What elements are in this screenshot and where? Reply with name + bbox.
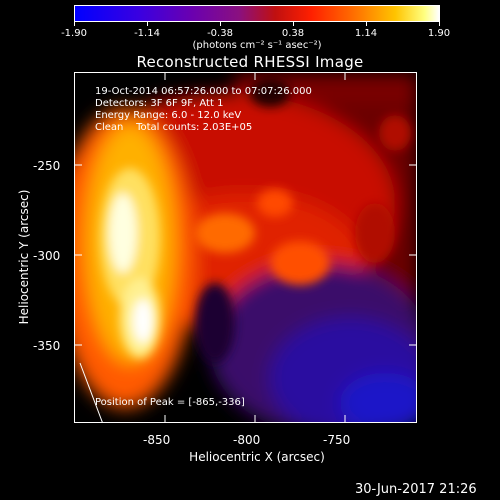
x-tick-label: -800	[233, 433, 261, 447]
colorbar	[74, 5, 440, 22]
y-tick-label: -300	[33, 249, 61, 263]
energy-range: Energy Range: 6.0 - 12.0 keV	[95, 110, 242, 121]
colorbar-tick-label: -0.38	[207, 28, 233, 39]
axis-ticks	[74, 72, 417, 423]
image-canvas	[75, 73, 416, 422]
colorbar-tick	[147, 22, 148, 26]
colorbar-tick-label: -1.14	[134, 28, 160, 39]
footer-date: 30-Jun-2017 21:26	[355, 482, 477, 497]
clean-total-counts: Clean Total counts: 2.03E+05	[95, 122, 253, 133]
colorbar-tick-label: -1.90	[61, 28, 87, 39]
colorbar-tick-label: 1.90	[427, 28, 451, 39]
rhessi-image	[74, 72, 417, 423]
colorbar-tick	[439, 22, 440, 26]
detectors: Detectors: 3F 6F 9F, Att 1	[95, 98, 224, 109]
colorbar-tick	[74, 22, 75, 26]
colorbar-tick	[366, 22, 367, 26]
x-tick-label: -750	[323, 433, 351, 447]
y-axis-label: Heliocentric Y (arcsec)	[17, 189, 31, 325]
x-axis-label: Heliocentric X (arcsec)	[189, 450, 325, 464]
time-range: 19-Oct-2014 06:57:26.000 to 07:07:26.000	[95, 86, 312, 97]
colorbar-tick-label: 0.38	[281, 28, 305, 39]
image-title: Reconstructed RHESSI Image	[136, 53, 364, 71]
colorbar-tick	[293, 22, 294, 26]
y-tick-label: -350	[33, 339, 61, 353]
x-tick-label: -850	[143, 433, 171, 447]
observation-info: 19-Oct-2014 06:57:26.000 to 07:07:26.000…	[95, 86, 312, 134]
y-tick-label: -250	[33, 159, 61, 173]
colorbar-unit-label: (photons cm⁻² s⁻¹ asec⁻²)	[192, 40, 322, 51]
colorbar-tick	[220, 22, 221, 26]
colorbar-tick-label: 1.14	[354, 28, 378, 39]
peak-position: Position of Peak = [-865,-336]	[95, 397, 245, 408]
